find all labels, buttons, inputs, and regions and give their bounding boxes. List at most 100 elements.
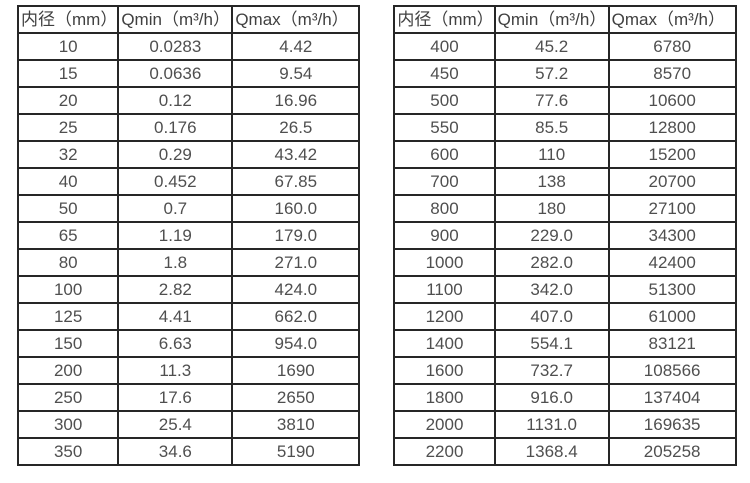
table-row: 450 57.2 8570 [393, 59, 737, 88]
table-row: 1400 554.1 83121 [393, 329, 737, 358]
header-row: 内径（mm） Qmin（m³/h） Qmax（m³/h） [393, 5, 737, 34]
table-cell: 150 [16, 329, 120, 358]
table-body: 400 45.2 6780 450 57.2 8570 500 77.6 10600 550 85.… [393, 32, 737, 466]
table-row: 150 6.63 954.0 [16, 329, 361, 358]
table-row: 25 0.176 26.5 [16, 113, 361, 142]
table-cell: 51300 [607, 275, 737, 304]
table-cell: 137404 [607, 383, 737, 412]
table-cell: 1131.0 [493, 410, 610, 439]
table-cell: 0.7 [117, 194, 234, 223]
table-cell: 554.1 [493, 329, 610, 358]
table-row: 350 34.6 5190 [16, 437, 361, 466]
table-cell: 5190 [231, 437, 361, 466]
column-header: 内径（mm） [393, 5, 496, 34]
table-cell: 160.0 [231, 194, 361, 223]
table-row: 800 180 27100 [393, 194, 737, 223]
table-row: 1000 282.0 42400 [393, 248, 737, 277]
table-cell: 50 [16, 194, 120, 223]
table-cell: 34.6 [117, 437, 234, 466]
table-cell: 16.96 [231, 86, 361, 115]
table-body: 10 0.0283 4.42 15 0.0636 9.54 20 0.12 16.96 25 0.1… [16, 32, 361, 466]
table-cell: 1.19 [117, 221, 234, 250]
table-cell: 34300 [607, 221, 737, 250]
table-cell: 800 [393, 194, 496, 223]
table-cell: 25.4 [117, 410, 234, 439]
table-cell: 662.0 [231, 302, 361, 331]
table-cell: 85.5 [493, 113, 610, 142]
table-row: 32 0.29 43.42 [16, 140, 361, 169]
table-cell: 180 [493, 194, 610, 223]
table-cell: 1000 [393, 248, 496, 277]
column-header: Qmax（m³/h） [231, 5, 361, 34]
table-cell: 61000 [607, 302, 737, 331]
table-cell: 43.42 [231, 140, 361, 169]
table-cell: 1400 [393, 329, 496, 358]
table-cell: 40 [16, 167, 120, 196]
table-row: 2200 1368.4 205258 [393, 437, 737, 466]
table-row: 200 11.3 1690 [16, 356, 361, 385]
table-cell: 65 [16, 221, 120, 250]
table-cell: 12800 [607, 113, 737, 142]
header-row: 内径（mm） Qmin（m³/h） Qmax（m³/h） [16, 5, 361, 34]
column-header: Qmax（m³/h） [607, 5, 737, 34]
table-header: 内径（mm） Qmin（m³/h） Qmax（m³/h） [393, 5, 737, 34]
table-cell: 250 [16, 383, 120, 412]
table-cell: 1368.4 [493, 437, 610, 466]
table-row: 10 0.0283 4.42 [16, 32, 361, 61]
table-cell: 1690 [231, 356, 361, 385]
table-cell: 205258 [607, 437, 737, 466]
table-cell: 1.8 [117, 248, 234, 277]
table-cell: 25 [16, 113, 120, 142]
table-cell: 407.0 [493, 302, 610, 331]
table-cell: 2200 [393, 437, 496, 466]
table-cell: 32 [16, 140, 120, 169]
table-cell: 200 [16, 356, 120, 385]
table-cell: 15 [16, 59, 120, 88]
table-cell: 2000 [393, 410, 496, 439]
table-cell: 282.0 [493, 248, 610, 277]
table-cell: 27100 [607, 194, 737, 223]
table-cell: 600 [393, 140, 496, 169]
table-row: 2000 1131.0 169635 [393, 410, 737, 439]
table-cell: 42400 [607, 248, 737, 277]
page: 内径（mm） Qmin（m³/h） Qmax（m³/h） 10 0.0283 4.42 1… [16, 5, 737, 466]
table-cell: 10 [16, 32, 120, 61]
table-cell: 67.85 [231, 167, 361, 196]
table-row: 100 2.82 424.0 [16, 275, 361, 304]
table-cell: 57.2 [493, 59, 610, 88]
table-cell: 17.6 [117, 383, 234, 412]
table-row: 1100 342.0 51300 [393, 275, 737, 304]
table-cell: 271.0 [231, 248, 361, 277]
table-cell: 77.6 [493, 86, 610, 115]
table-cell: 1100 [393, 275, 496, 304]
table-cell: 229.0 [493, 221, 610, 250]
table-row: 65 1.19 179.0 [16, 221, 361, 250]
table-cell: 300 [16, 410, 120, 439]
table-cell: 2.82 [117, 275, 234, 304]
table-cell: 1600 [393, 356, 496, 385]
table-cell: 350 [16, 437, 120, 466]
table-row: 900 229.0 34300 [393, 221, 737, 250]
flow-spec-table-small-diameters: 内径（mm） Qmin（m³/h） Qmax（m³/h） 10 0.0283 4.42 1… [16, 5, 361, 466]
table-cell: 0.0283 [117, 32, 234, 61]
table-cell: 9.54 [231, 59, 361, 88]
table-cell: 169635 [607, 410, 737, 439]
table-row: 1800 916.0 137404 [393, 383, 737, 412]
table-cell: 400 [393, 32, 496, 61]
table-cell: 450 [393, 59, 496, 88]
table-row: 300 25.4 3810 [16, 410, 361, 439]
table-cell: 20 [16, 86, 120, 115]
table-cell: 424.0 [231, 275, 361, 304]
table-cell: 900 [393, 221, 496, 250]
table-cell: 0.29 [117, 140, 234, 169]
table-row: 50 0.7 160.0 [16, 194, 361, 223]
table-row: 125 4.41 662.0 [16, 302, 361, 331]
table-cell: 6780 [607, 32, 737, 61]
column-header: Qmin（m³/h） [493, 5, 610, 34]
table-cell: 100 [16, 275, 120, 304]
column-header: 内径（mm） [16, 5, 120, 34]
table-cell: 1800 [393, 383, 496, 412]
table-cell: 8570 [607, 59, 737, 88]
table-cell: 732.7 [493, 356, 610, 385]
table-cell: 0.12 [117, 86, 234, 115]
